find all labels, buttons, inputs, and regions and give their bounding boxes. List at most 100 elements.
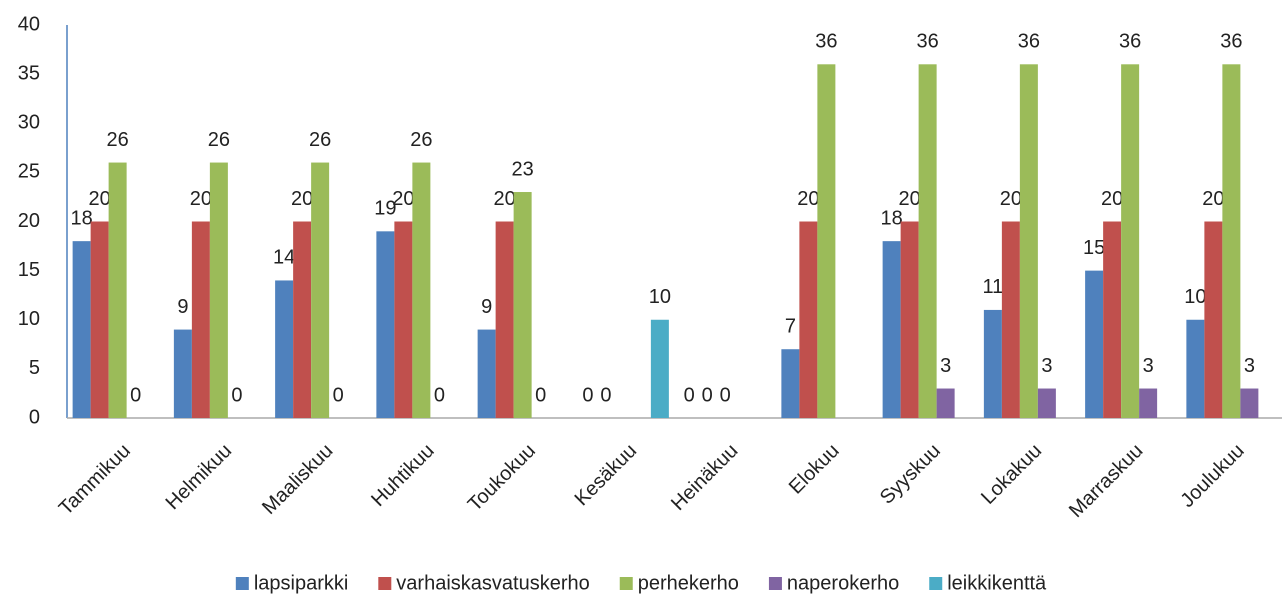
data-label: 0 [130, 384, 141, 406]
data-label: 0 [600, 384, 611, 406]
data-label: 0 [434, 384, 445, 406]
bar [1204, 221, 1223, 418]
y-tick-label: 30 [18, 112, 40, 134]
data-label: 15 [1083, 237, 1105, 259]
data-label: 0 [720, 384, 731, 406]
x-tick-label: Marraskuu [1065, 440, 1147, 522]
data-label: 19 [374, 198, 396, 220]
data-label: 20 [291, 188, 313, 210]
bar [1139, 388, 1158, 418]
y-tick-label: 35 [18, 62, 40, 84]
data-label: 26 [309, 129, 331, 151]
data-label: 26 [107, 129, 129, 151]
data-label: 20 [1202, 188, 1224, 210]
x-tick-label: Heinäkuu [667, 440, 742, 515]
data-label: 20 [797, 188, 819, 210]
bar [90, 221, 109, 418]
x-tick-label: Kesäkuu [571, 440, 642, 511]
y-tick-label: 40 [18, 13, 40, 35]
legend-swatch [929, 577, 943, 590]
y-tick-label: 0 [29, 406, 40, 428]
data-label: 0 [333, 384, 344, 406]
x-tick-label: Tammikuu [55, 440, 135, 520]
x-tick-label: Maaliskuu [258, 440, 337, 519]
bar [376, 231, 395, 418]
bar [1001, 221, 1020, 418]
data-label: 18 [881, 207, 903, 229]
bar [513, 192, 532, 418]
legend-swatch [768, 577, 782, 590]
bar [882, 241, 901, 418]
legend-item: varhaiskasvatuskerho [378, 572, 590, 594]
y-tick-label: 15 [18, 259, 40, 281]
bar [173, 329, 192, 418]
legend-label: varhaiskasvatuskerho [396, 572, 589, 594]
data-label: 10 [1184, 286, 1206, 308]
data-label: 3 [940, 355, 951, 377]
legend-swatch [235, 577, 249, 590]
data-label: 36 [1018, 31, 1040, 53]
legend-item: naperokerho [768, 572, 899, 594]
y-tick-label: 5 [29, 357, 40, 379]
bar [209, 162, 228, 418]
legend-label: leikkikenttä [947, 572, 1047, 594]
data-label: 20 [899, 188, 921, 210]
legend-item: leikkikenttä [929, 572, 1047, 594]
data-label: 36 [1220, 31, 1242, 53]
legend-item: lapsiparkki [235, 572, 348, 594]
data-label: 26 [208, 129, 230, 151]
legend-label: lapsiparkki [254, 572, 348, 594]
bar [1121, 64, 1140, 419]
bar [650, 319, 669, 418]
legend-swatch [378, 577, 392, 590]
data-label: 20 [89, 188, 111, 210]
bar [477, 329, 496, 418]
bar [900, 221, 919, 418]
data-label: 10 [649, 286, 671, 308]
bar [983, 309, 1002, 418]
data-label: 0 [231, 384, 242, 406]
bar [799, 221, 818, 418]
data-label: 3 [1041, 355, 1052, 377]
bar [936, 388, 955, 418]
data-label: 0 [535, 384, 546, 406]
data-label: 20 [392, 188, 414, 210]
x-tick-label: Syyskuu [876, 440, 945, 509]
y-tick-label: 10 [18, 308, 40, 330]
bar [1222, 64, 1241, 419]
bar [1103, 221, 1122, 418]
data-label: 11 [982, 276, 1003, 298]
bar [293, 221, 312, 418]
data-label: 36 [917, 31, 939, 53]
bar [275, 280, 294, 418]
data-label: 0 [684, 384, 695, 406]
bar [412, 162, 431, 418]
data-label: 0 [582, 384, 593, 406]
bar [1085, 270, 1104, 418]
data-label: 20 [1000, 188, 1022, 210]
data-label: 14 [273, 247, 295, 269]
data-label: 20 [1101, 188, 1123, 210]
data-label: 9 [481, 296, 492, 318]
x-tick-label: Huhtikuu [367, 440, 438, 511]
legend-swatch [619, 577, 633, 590]
legend-label: naperokerho [787, 572, 899, 594]
y-tick-label: 25 [18, 161, 40, 183]
x-tick-label: Joulukuu [1176, 440, 1248, 512]
bar [108, 162, 127, 418]
x-tick-label: Elokuu [785, 440, 844, 499]
bar [1240, 388, 1259, 418]
bar [72, 241, 91, 418]
bar [1019, 64, 1038, 419]
bar [191, 221, 210, 418]
y-tick-label: 20 [18, 210, 40, 232]
bar [918, 64, 937, 419]
x-tick-label: Toukokuu [464, 440, 540, 516]
data-label: 18 [71, 207, 93, 229]
x-tick-label: Helmikuu [162, 440, 237, 515]
data-label: 7 [785, 316, 796, 338]
bar [495, 221, 514, 418]
bar [1037, 388, 1056, 418]
bar [817, 64, 836, 419]
